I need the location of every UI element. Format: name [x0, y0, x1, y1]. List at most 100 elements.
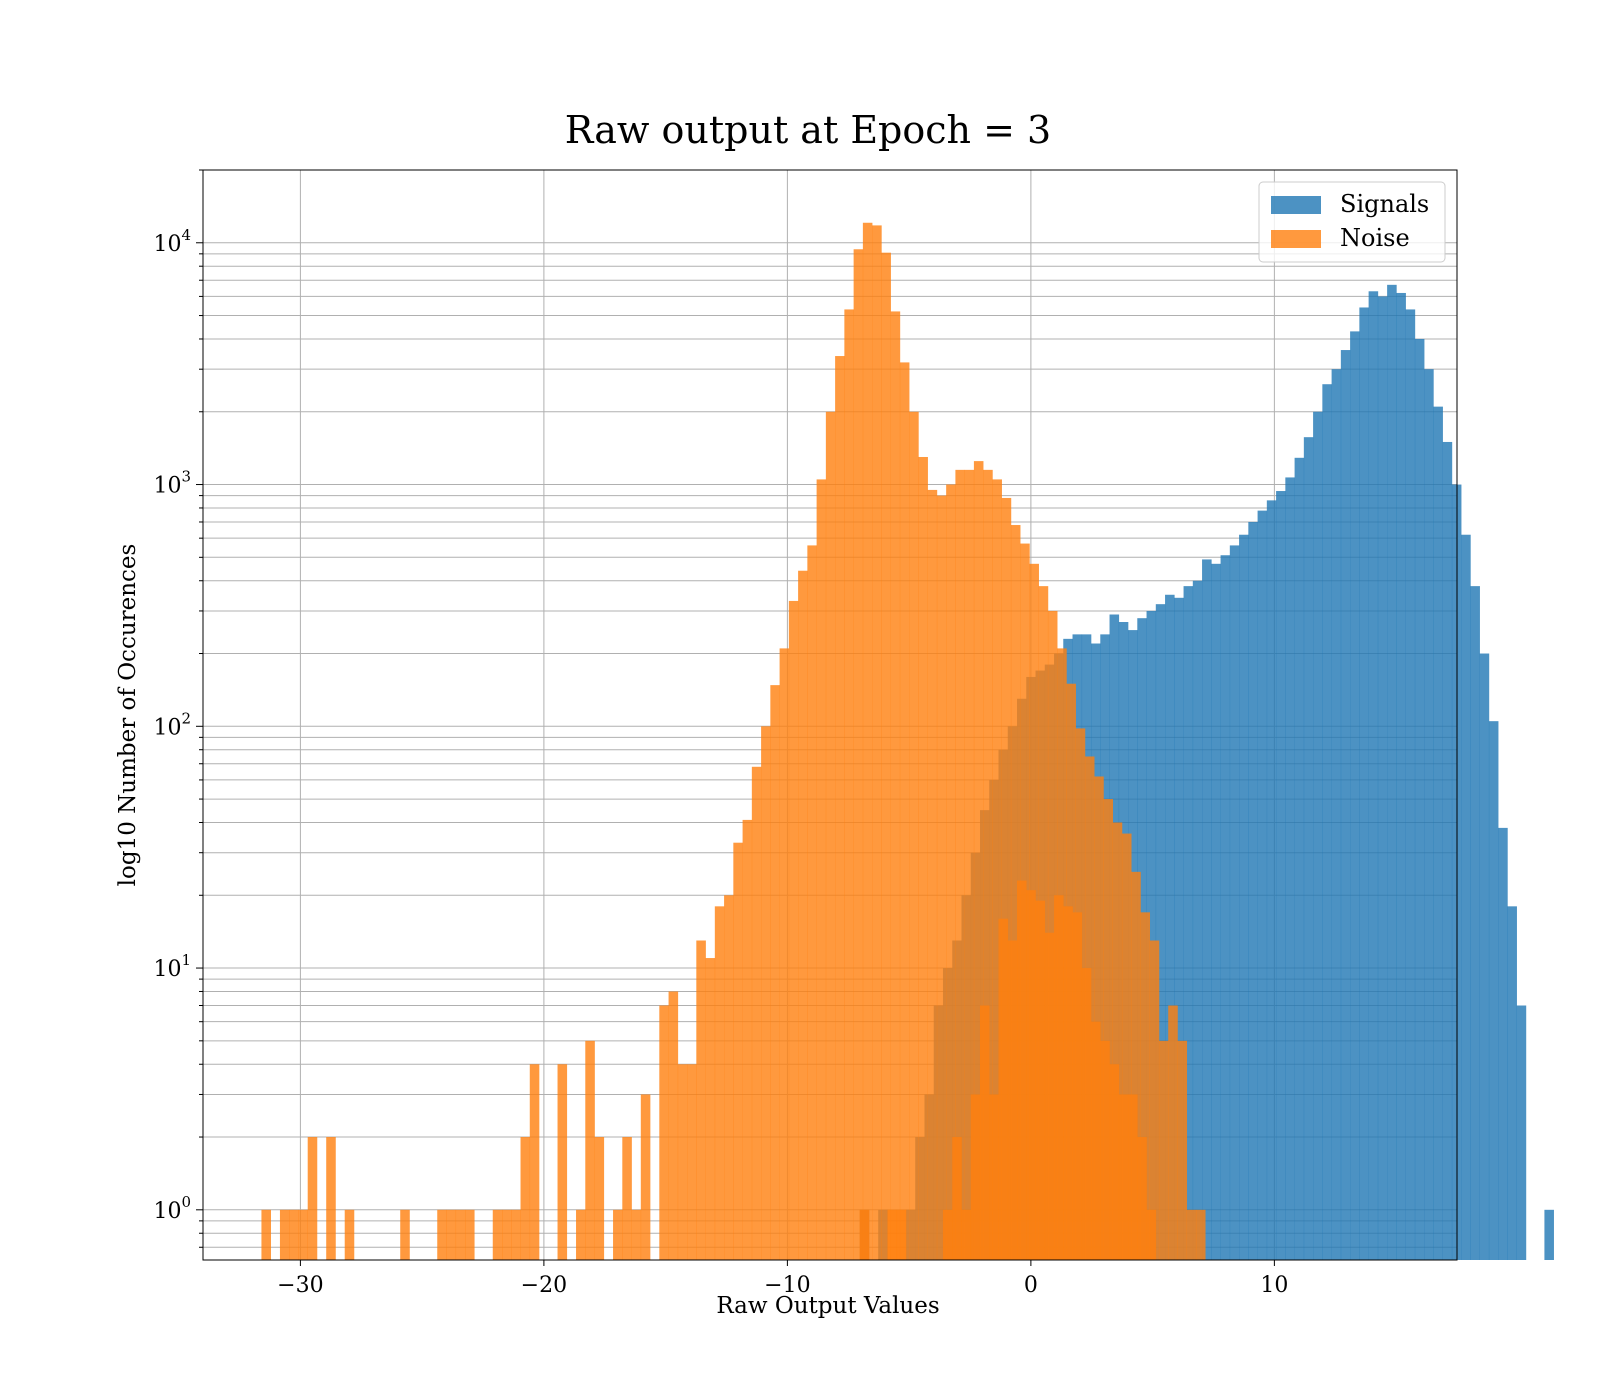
x-axis-label: Raw Output Values	[716, 1293, 939, 1319]
histogram-bar	[1121, 833, 1132, 1260]
histogram-bar	[1007, 940, 1018, 1260]
histogram-bar	[909, 411, 919, 1260]
x-tick-label: −30	[277, 1273, 323, 1298]
histogram-bar	[298, 1209, 309, 1260]
legend-label-noise: Noise	[1340, 224, 1410, 252]
legend-swatch-noise	[1271, 230, 1321, 248]
histogram-bar	[1359, 307, 1369, 1261]
y-axis-label: log10 Number of Occurences	[115, 544, 141, 887]
histogram-bar	[326, 1137, 336, 1260]
histogram-bar	[1063, 906, 1073, 1260]
x-axis-ticks: −30 −20 −10 0 10	[277, 1260, 1288, 1298]
histogram-bar	[998, 918, 1009, 1260]
histogram-bar	[1118, 1094, 1129, 1260]
histogram-bar	[1183, 586, 1194, 1260]
histogram-bar	[1294, 457, 1305, 1261]
histogram-bar	[687, 1064, 697, 1260]
histogram-bar	[668, 991, 679, 1260]
histogram-bar	[1010, 525, 1021, 1260]
histogram-bar	[1146, 1209, 1157, 1260]
histogram-bar	[437, 1209, 447, 1260]
histogram-bar	[1544, 1209, 1554, 1260]
histogram-bar	[1405, 309, 1416, 1260]
histogram-bar	[825, 411, 836, 1260]
histogram-bar	[1488, 721, 1499, 1260]
histogram-bar	[970, 1094, 981, 1260]
histogram-bar	[1220, 555, 1231, 1260]
histogram-bar	[1479, 653, 1490, 1260]
histogram-bar	[742, 819, 753, 1260]
histogram-bar	[1248, 521, 1258, 1260]
histogram-bar	[1103, 799, 1113, 1260]
x-tick-label: −20	[521, 1273, 567, 1298]
y-tick-label: 101	[153, 951, 191, 982]
histogram-bar	[1461, 534, 1471, 1260]
histogram-bar	[1165, 594, 1175, 1260]
histogram-bar	[492, 1209, 503, 1260]
histogram-bar	[881, 252, 891, 1260]
histogram-bar	[942, 1209, 953, 1260]
histogram-bar	[798, 570, 808, 1260]
histogram-bar	[1470, 586, 1480, 1260]
histogram-bar	[1017, 880, 1027, 1260]
histogram-bar	[1109, 1064, 1120, 1260]
histogram-bar	[973, 461, 984, 1260]
histogram-bar	[640, 1094, 651, 1260]
histogram-bar	[1396, 292, 1406, 1261]
legend-label-signals: Signals	[1340, 190, 1429, 218]
plot-frame	[202, 169, 1458, 1261]
histogram-bar	[307, 1137, 318, 1260]
y-axis-ticks: 100 101 102 103 104	[153, 169, 203, 1248]
histogram-bar	[677, 1064, 688, 1260]
histogram-bar	[511, 1209, 521, 1260]
histogram-bar	[622, 1137, 632, 1260]
histogram-bar	[961, 1209, 972, 1260]
histogram-bar	[1331, 369, 1342, 1260]
histogram-bar	[779, 648, 790, 1260]
histogram-bar	[844, 309, 854, 1260]
histogram-bar	[955, 469, 965, 1261]
histogram-bar	[761, 726, 771, 1260]
histogram-bar	[979, 1005, 990, 1260]
histogram-bar	[465, 1209, 475, 1260]
histogram-bar	[1072, 912, 1083, 1260]
histogram-bar	[1350, 331, 1360, 1260]
histogram-bar	[1186, 1209, 1197, 1260]
histogram-bar	[1285, 477, 1295, 1261]
legend-swatch-signals	[1271, 196, 1321, 214]
histogram-bar	[1257, 510, 1268, 1260]
histogram-bar	[520, 1137, 531, 1260]
histogram-bar	[1140, 912, 1151, 1260]
histogram-bar	[751, 766, 762, 1260]
y-tick-label: 102	[153, 709, 191, 740]
histogram-bar	[1035, 900, 1046, 1260]
histogram-bar	[1387, 284, 1397, 1260]
histogram-bar	[927, 489, 938, 1261]
histogram-bar	[1174, 597, 1184, 1260]
histogram-bar	[1128, 1094, 1138, 1260]
histogram-bar	[936, 495, 947, 1261]
histogram-bar	[887, 1209, 898, 1260]
histogram-bar	[594, 1137, 605, 1260]
histogram-bar	[1368, 291, 1379, 1261]
histogram-bar	[289, 1209, 299, 1260]
histogram-bar	[770, 685, 780, 1260]
legend: Signals Noise	[1258, 181, 1446, 263]
histogram-bar	[1177, 1040, 1188, 1260]
histogram-bar	[1112, 822, 1123, 1260]
x-tick-label: 0	[1024, 1273, 1038, 1298]
histogram-bar	[714, 906, 725, 1260]
histogram-bar	[344, 1209, 355, 1260]
histogram-bar	[1276, 491, 1286, 1261]
histogram-bar	[705, 958, 716, 1260]
histogram-bar	[890, 311, 901, 1261]
histogram-bar	[529, 1064, 540, 1260]
histogram-bar	[1442, 441, 1453, 1260]
histogram-bar	[1091, 1021, 1101, 1260]
histogram-bar	[1239, 534, 1249, 1260]
histogram-bar	[1026, 890, 1036, 1260]
histogram-bar	[1094, 776, 1104, 1260]
histogram-bar	[1303, 437, 1314, 1260]
histogram-bar	[1211, 563, 1221, 1260]
